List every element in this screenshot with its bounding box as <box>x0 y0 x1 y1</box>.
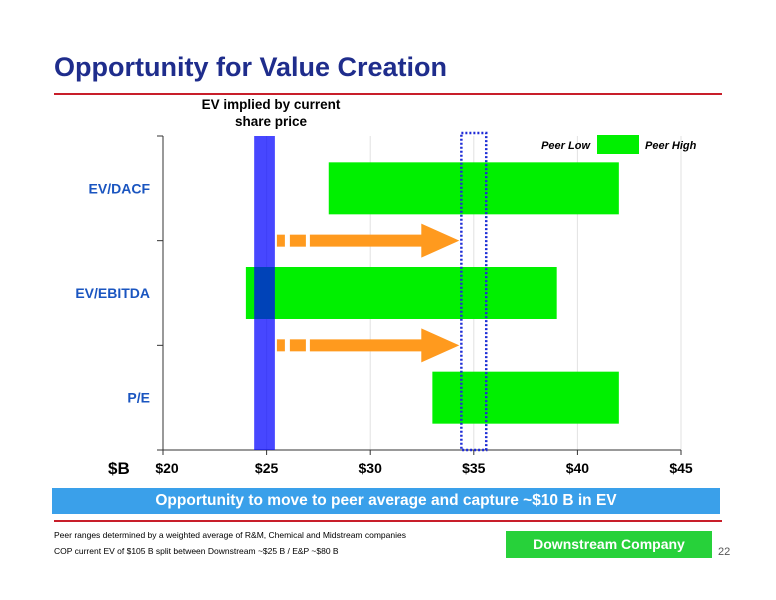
page-number: 22 <box>718 546 731 558</box>
range-bar-ev-ebitda <box>245 267 557 319</box>
opportunity-arrow <box>309 223 460 258</box>
x-tick-label: $20 <box>155 460 179 476</box>
slide-title: Opportunity for Value Creation <box>54 52 448 82</box>
footnote-ev-split: COP current EV of $105 B split between D… <box>54 546 339 556</box>
unit-label: $B <box>108 459 130 478</box>
arrow-dash <box>276 339 285 352</box>
x-tick-label: $30 <box>359 460 383 476</box>
x-tick-label: $45 <box>669 460 693 476</box>
legend-low-label: Peer Low <box>541 140 591 152</box>
range-bar-p-e <box>432 371 619 424</box>
x-tick-label: $25 <box>255 460 279 476</box>
company-badge: Downstream Company <box>506 531 712 558</box>
legend-swatch <box>597 135 639 154</box>
range-bar-ev-dacf <box>328 162 619 215</box>
footer-divider <box>54 520 722 522</box>
legend-high-label: Peer High <box>645 140 697 152</box>
current-ev-band <box>254 136 275 450</box>
opportunity-banner: Opportunity to move to peer average and … <box>52 488 720 514</box>
footnote-peer-ranges: Peer ranges determined by a weighted ave… <box>54 530 406 540</box>
category-label: EV/EBITDA <box>75 285 150 301</box>
x-tick-label: $40 <box>566 460 590 476</box>
arrow-dash <box>289 339 306 352</box>
category-label: P/E <box>127 390 150 406</box>
arrow-dash <box>289 234 306 247</box>
current-ev-label: EV implied by current share price <box>201 97 341 129</box>
category-label: EV/DACF <box>89 180 151 196</box>
x-tick-label: $35 <box>462 460 486 476</box>
arrow-dash <box>276 234 285 247</box>
target-box <box>460 131 488 452</box>
opportunity-arrow <box>309 328 460 363</box>
title-divider <box>54 93 722 95</box>
